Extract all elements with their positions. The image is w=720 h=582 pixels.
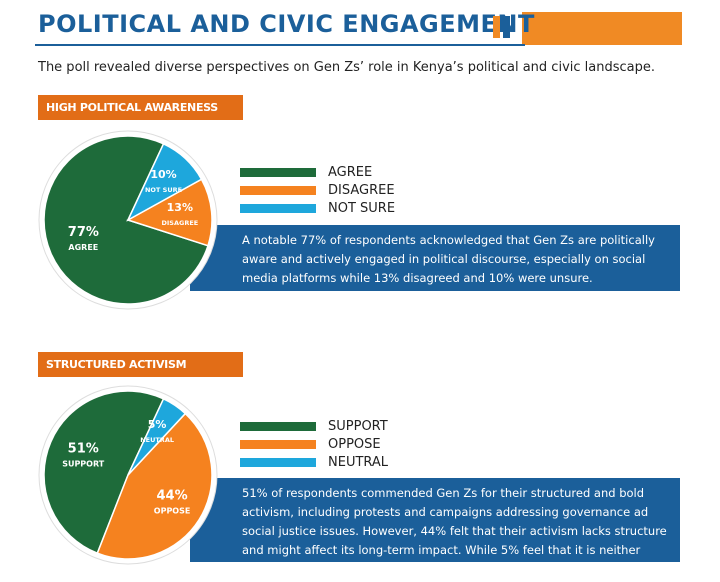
legend-swatch: [240, 167, 316, 177]
legend-label: SUPPORT: [328, 418, 388, 434]
section-label: HIGH POLITICAL AWARENESS: [38, 95, 243, 120]
title-icon: [493, 16, 500, 38]
slice-value-label: 13%: [167, 201, 193, 214]
pie-slice: [127, 397, 187, 476]
legend-label: DISAGREE: [328, 182, 395, 198]
legend-label: OPPOSE: [328, 436, 381, 452]
pie-slice: [96, 412, 213, 560]
pie-slice: [43, 135, 209, 305]
slice-category-label: AGREE: [68, 243, 98, 252]
page-title: POLITICAL AND CIVIC ENGAGEMENT: [38, 10, 535, 38]
title-underline: [35, 44, 525, 46]
slice-value-label: 10%: [150, 168, 176, 181]
legend-item: DISAGREE: [240, 181, 395, 199]
legend-item: NOT SURE: [240, 199, 395, 217]
pie-chart: 51% SUPPORT 44% OPPOSE 5% NEUTRAL: [38, 385, 218, 565]
slice-value-label: 51%: [68, 441, 99, 456]
slice-value-label: 5%: [148, 418, 167, 431]
slice-category-label: SUPPORT: [62, 459, 105, 468]
legend-swatch: [240, 203, 316, 213]
pie-slice: [43, 390, 165, 555]
section-label: STRUCTURED ACTIVISM: [38, 352, 243, 377]
legend-label: NEUTRAL: [328, 454, 389, 470]
legend-label: AGREE: [328, 164, 373, 180]
slice-value-label: 44%: [157, 488, 188, 503]
legend-item: OPPOSE: [240, 435, 388, 453]
title-icon: [503, 16, 510, 38]
legend: SUPPORT OPPOSE NEUTRAL: [240, 417, 388, 471]
slice-value-label: 77%: [68, 225, 99, 240]
legend: AGREE DISAGREE NOT SURE: [240, 163, 395, 217]
legend-swatch: [240, 439, 316, 449]
slice-category-label: NEUTRAL: [140, 436, 174, 444]
legend-swatch: [240, 185, 316, 195]
legend-swatch: [240, 421, 316, 431]
description: 51% of respondents commended Gen Zs for …: [190, 478, 680, 576]
legend-label: NOT SURE: [328, 200, 396, 216]
legend-item: SUPPORT: [240, 417, 388, 435]
slice-category-label: NOT SURE: [145, 186, 182, 194]
header-accent: [522, 12, 682, 45]
description: A notable 77% of respondents acknowledge…: [190, 225, 680, 291]
intro-text: The poll revealed diverse perspectives o…: [38, 60, 655, 75]
slice-category-label: OPPOSE: [154, 506, 191, 515]
pie-slice: [126, 178, 213, 247]
legend-item: AGREE: [240, 163, 395, 181]
legend-item: NEUTRAL: [240, 453, 388, 471]
slice-category-label: DISAGREE: [161, 219, 198, 227]
pie-chart: 77% AGREE 13% DISAGREE 10% NOT SURE: [38, 130, 218, 310]
legend-swatch: [240, 457, 316, 467]
pie-slice: [126, 142, 203, 222]
